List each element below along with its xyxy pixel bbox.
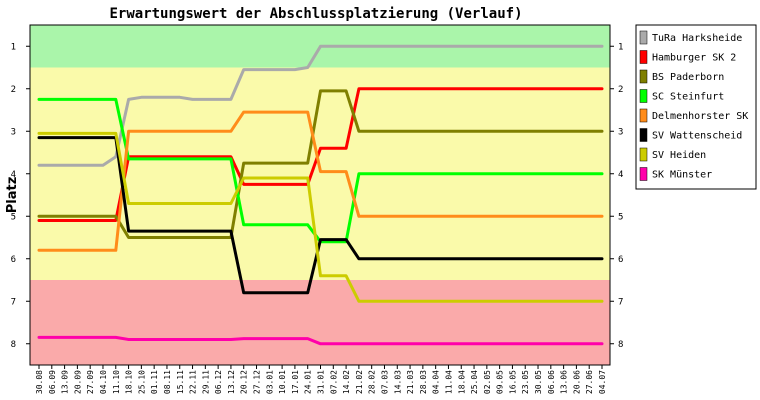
legend-swatch-3	[639, 89, 648, 103]
x-tick-label: 04.07	[598, 370, 607, 394]
legend-swatch-6	[639, 147, 648, 162]
y-tick-label-right: 5	[618, 212, 623, 222]
y-tick-label: 6	[11, 255, 16, 265]
x-tick-label: 09.05	[496, 370, 505, 394]
x-tick-label: 27.12	[253, 370, 262, 394]
band-2	[30, 280, 610, 365]
legend-label-3: SC Steinfurt	[652, 92, 724, 103]
y-tick-label-right: 2	[618, 85, 623, 95]
legend-label-0: TuRa Harksheide	[652, 33, 742, 44]
x-tick-label: 06.06	[547, 370, 556, 394]
x-tick-label: 30.05	[534, 370, 543, 394]
x-tick-label: 11.04	[445, 370, 454, 394]
x-tick-label: 17.01	[291, 370, 300, 394]
x-tick-label: 25.04	[470, 370, 479, 394]
series-line-6	[37, 131, 604, 303]
x-tick-label: 04.04	[432, 370, 441, 394]
series-line-7	[37, 335, 604, 346]
legend-label-4: Delmenhorster SK	[652, 111, 748, 122]
x-tick-label: 24.01	[304, 370, 313, 394]
legend-label-5: SV Wattenscheid	[652, 131, 742, 142]
x-tick-label: 13.09	[61, 370, 70, 394]
series-line-5	[37, 136, 604, 295]
legend-swatch-2	[639, 69, 648, 84]
y-tick-label-right: 7	[618, 297, 623, 307]
y-tick-label-right: 6	[618, 255, 623, 265]
x-tick-label: 27.09	[86, 370, 95, 394]
x-tick-label: 16.05	[508, 370, 517, 394]
legend-box	[635, 24, 757, 190]
x-tick-label: 10.01	[278, 370, 287, 394]
series-line-0	[37, 44, 604, 167]
y-axis-label: Platz	[5, 177, 20, 214]
legend-label-1: Hamburger SK 2	[652, 53, 736, 64]
x-tick-label: 03.01	[265, 370, 274, 394]
x-tick-label: 13.06	[560, 370, 569, 394]
x-tick-label: 11.10	[112, 370, 121, 394]
axes: 1 1 2 2 3 3 4 4 5 5 6 6 7 7 8 8 30.08 06.09 13.09 20.09 27.0…	[11, 24, 623, 394]
y-tick-label: 7	[11, 297, 16, 307]
series-line-4	[37, 110, 604, 252]
y-tick-label: 2	[11, 85, 16, 95]
x-tick-label: 22.11	[189, 370, 198, 394]
x-tick-label: 20.06	[572, 370, 581, 394]
x-tick-label: 08.11	[163, 370, 172, 394]
x-tick-label: 25.10	[137, 370, 146, 394]
x-tick-label: 06.12	[214, 370, 223, 394]
x-tick-label: 01.11	[150, 370, 159, 394]
x-tick-label: 27.06	[585, 370, 594, 394]
x-tick-label: 21.02	[355, 370, 364, 394]
x-tick-label: 18.10	[125, 370, 134, 394]
x-tick-label: 13.12	[227, 370, 236, 394]
x-tick-label: 21.03	[406, 370, 415, 394]
y-tick-label-right: 4	[618, 170, 623, 180]
series-lines	[37, 44, 604, 346]
series-line-1	[37, 87, 604, 222]
chart-title: Erwartungswert der Abschlussplatzierung …	[109, 6, 522, 22]
x-tick-label: 14.02	[342, 370, 351, 394]
y-tick-label-right: 8	[618, 340, 623, 350]
y-tick-label: 3	[11, 127, 16, 137]
legend: TuRa Harksheide Hamburger SK 2 BS Paderbor…	[635, 24, 757, 190]
x-tick-label: 02.05	[483, 370, 492, 394]
y-tick-label: 1	[11, 42, 16, 52]
x-tick-label: 28.03	[419, 370, 428, 394]
x-tick-label: 06.09	[48, 370, 57, 394]
legend-swatch-4	[639, 108, 648, 123]
x-tick-label: 30.08	[35, 370, 44, 394]
x-tick-label: 18.04	[457, 370, 466, 394]
x-tick-label: 15.11	[176, 370, 185, 394]
y-tick-label-right: 1	[618, 42, 623, 52]
legend-swatch-5	[639, 128, 648, 142]
legend-swatch-7	[639, 167, 648, 181]
x-tick-label: 14.03	[393, 370, 402, 394]
x-tick-label: 07.03	[381, 370, 390, 394]
x-tick-label: 31.01	[317, 370, 326, 394]
legend-swatch-1	[639, 50, 648, 64]
y-tick-label: 5	[11, 212, 16, 222]
x-tick-label: 07.02	[329, 370, 338, 394]
x-tick-label: 20.12	[240, 370, 249, 394]
x-tick-label: 20.09	[73, 370, 82, 394]
x-tick-label: 04.10	[99, 370, 108, 394]
y-tick-label: 4	[11, 170, 16, 180]
series-line-2	[37, 89, 604, 239]
legend-label-7: SK Münster	[652, 170, 712, 181]
x-tick-label: 23.05	[521, 370, 530, 394]
x-tick-label: 29.11	[201, 370, 210, 394]
x-tick-label: 28.02	[368, 370, 377, 394]
legend-label-6: SV Heiden	[652, 150, 706, 161]
background-bands	[30, 25, 610, 365]
legend-label-2: BS Paderborn	[652, 72, 724, 83]
legend-swatch-0	[639, 30, 648, 45]
y-tick-label-right: 3	[618, 127, 623, 137]
y-tick-label: 8	[11, 340, 16, 350]
